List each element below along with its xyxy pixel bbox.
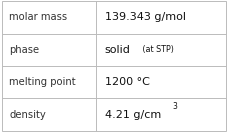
Text: melting point: melting point [9,77,75,87]
Text: 1200 °C: 1200 °C [104,77,149,87]
Text: molar mass: molar mass [9,13,67,22]
Text: 4.21 g/cm: 4.21 g/cm [104,110,160,119]
Text: (at STP): (at STP) [140,45,173,54]
Text: solid: solid [104,45,130,55]
Text: 139.343 g/mol: 139.343 g/mol [104,13,185,22]
Text: phase: phase [9,45,39,55]
Text: density: density [9,110,46,119]
Text: 3: 3 [171,102,176,111]
